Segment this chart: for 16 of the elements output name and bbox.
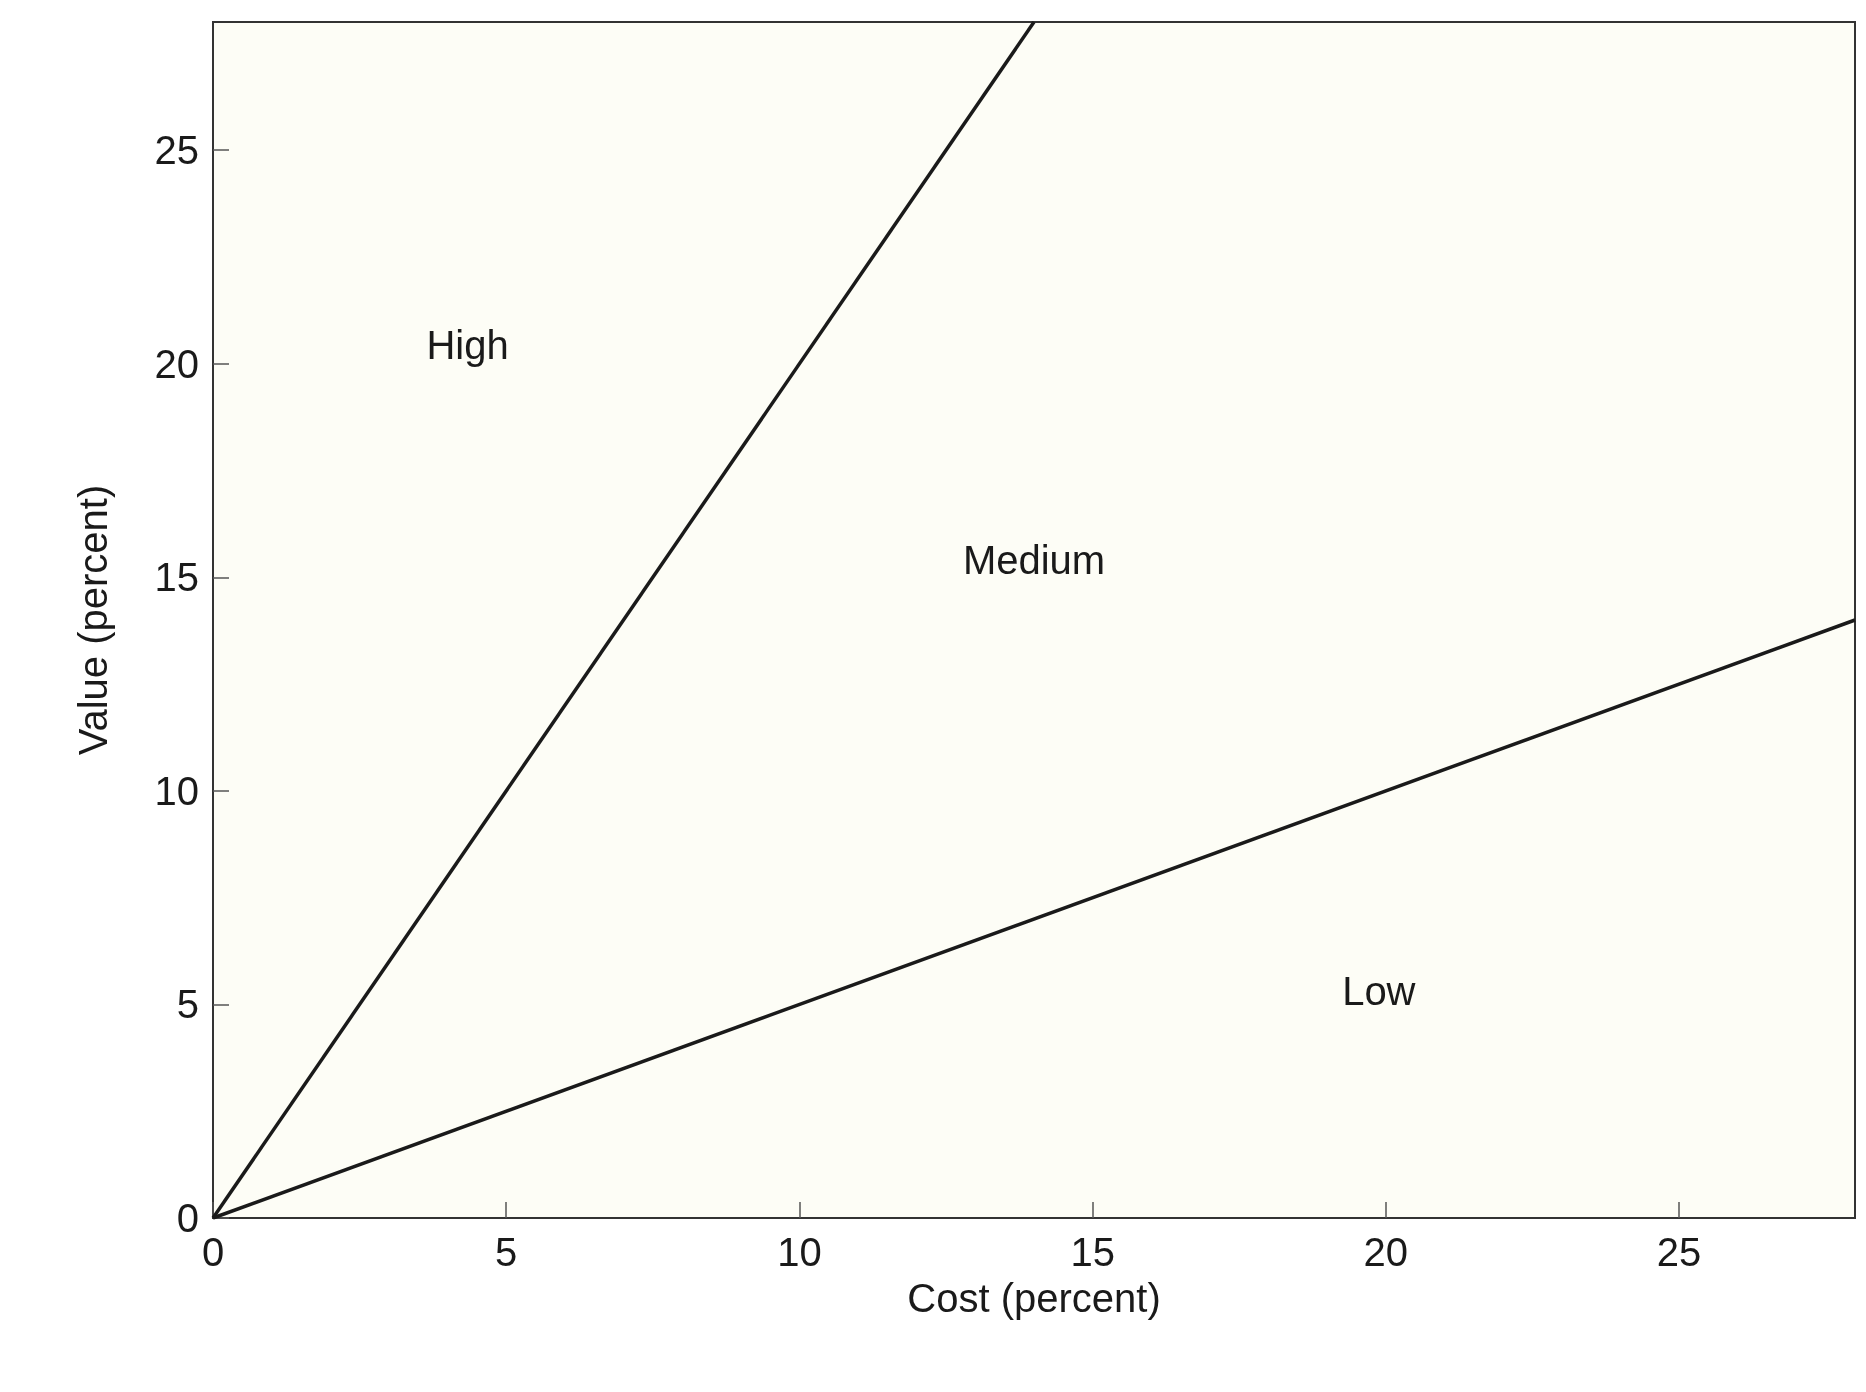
y-axis-title: Value (percent) xyxy=(71,484,115,756)
y-tick-label: 20 xyxy=(154,341,199,386)
y-tick-label: 25 xyxy=(154,128,199,173)
y-tick-label: 0 xyxy=(176,1196,199,1240)
x-tick-label: 25 xyxy=(1656,1230,1702,1274)
y-tick-label: 10 xyxy=(154,768,199,813)
annotation: Medium xyxy=(962,538,1106,583)
x-axis-title: Cost (percent) xyxy=(907,1276,1161,1320)
annotation: Low xyxy=(1342,968,1416,1013)
annotation: High xyxy=(426,322,509,367)
y-tick-label: 5 xyxy=(176,982,199,1027)
y-tick-label: 15 xyxy=(154,555,199,600)
x-tick-label: 20 xyxy=(1363,1230,1409,1274)
x-tick-label: 5 xyxy=(495,1230,518,1274)
x-tick-label: 10 xyxy=(777,1230,822,1274)
x-tick-label: 15 xyxy=(1070,1230,1115,1274)
